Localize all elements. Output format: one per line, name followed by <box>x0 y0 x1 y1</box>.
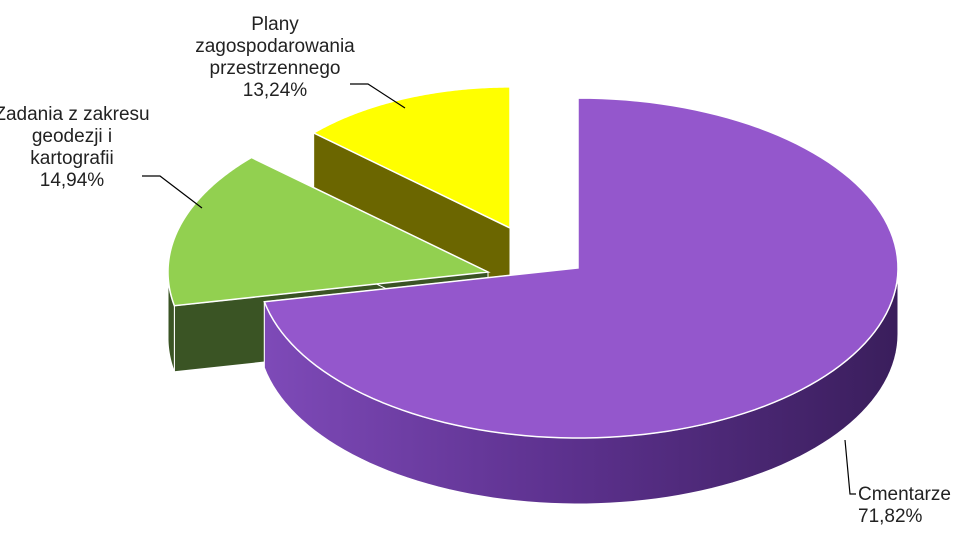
data-label-2-value: 14,94% <box>40 170 105 191</box>
pie-slice-3 <box>312 86 511 295</box>
data-label-2-name-line-1: Zadania z zakresu <box>0 104 150 125</box>
leader-line-2 <box>142 175 203 209</box>
data-label-2-name-line-3: kartografii <box>30 148 113 169</box>
pie-slice-1 <box>263 97 899 505</box>
data-label-1-name-line-1: Cmentarze <box>858 484 951 505</box>
leader-line-3 <box>350 83 406 109</box>
pie-slice-2-top <box>167 156 491 307</box>
data-label-1-value: 71,82% <box>858 506 923 527</box>
pie-slice-1-top <box>263 97 899 439</box>
data-label-3-name-line-2: zagospodarowania <box>195 36 355 57</box>
pie-slice-3-top <box>312 86 511 230</box>
data-label-3-value: 13,24% <box>243 80 308 101</box>
data-label-2-name-line-2: geodezji i <box>32 126 112 147</box>
data-label-3-name-line-3: przestrzennego <box>210 58 341 79</box>
leader-line-1 <box>844 439 856 495</box>
data-label-3-name-line-1: Plany <box>251 14 299 35</box>
data-label-3: Planyzagospodarowaniaprzestrzennego13,24… <box>195 14 406 109</box>
